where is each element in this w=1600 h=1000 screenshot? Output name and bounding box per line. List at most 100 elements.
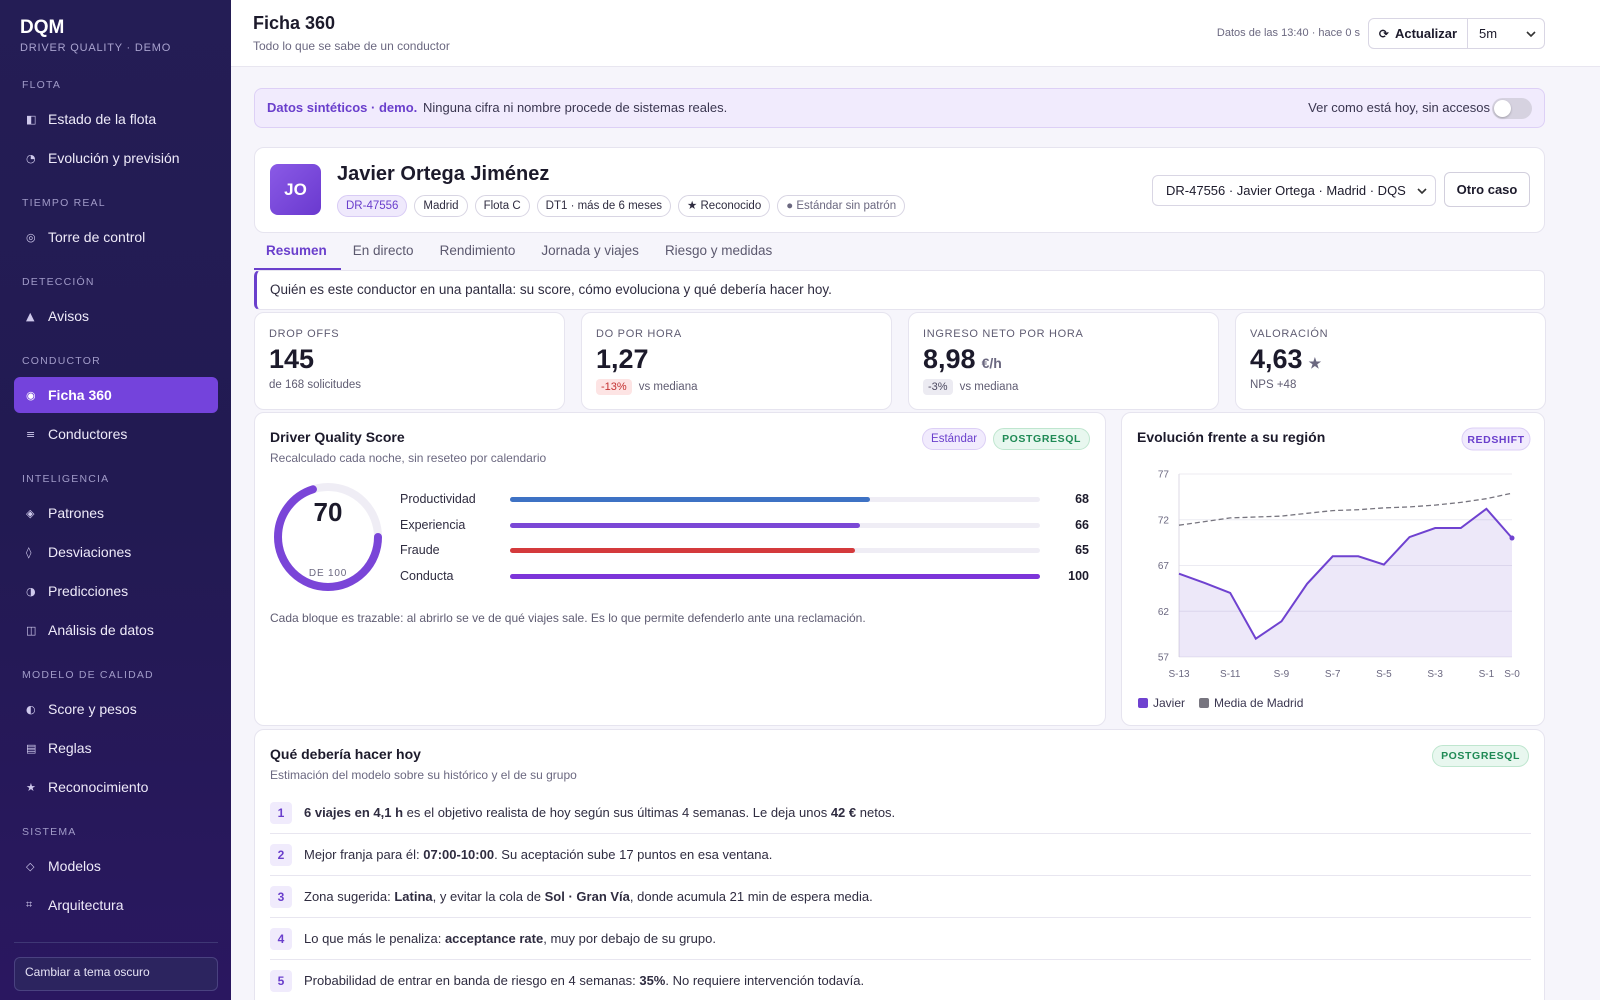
nav-item[interactable]: ◑ Predicciones — [14, 573, 218, 609]
topbar: Ficha 360 Todo lo que se sabe de un cond… — [231, 0, 1600, 67]
recommendation: 5 Probabilidad de entrar en banda de ries… — [270, 960, 1531, 1000]
nav-item[interactable]: ◈ Patrones — [14, 495, 218, 531]
chevron — [1417, 187, 1427, 194]
driver-select[interactable]: DR-47556 · Javier Ortega · Madrid · DQS — [1152, 175, 1436, 206]
legend-swatch — [1199, 698, 1210, 708]
text: . Su aceptación sube 17 puntos en esa ve… — [494, 847, 773, 862]
nav-item[interactable]: ★ Reconocimiento — [14, 769, 218, 805]
nav-label: Arquitectura — [48, 897, 124, 913]
nav-item[interactable]: ◊ Desviaciones — [14, 534, 218, 570]
nav-item[interactable]: ◧ Estado de la flota — [14, 101, 218, 137]
evolution-card: Evolución frente a su región REDSHIFT 57 62… — [1121, 412, 1545, 726]
nav-item[interactable]: ▲ Avisos — [14, 298, 218, 334]
kpi-label: DROP OFFS — [269, 328, 340, 340]
y-tick-label: 72 — [1158, 515, 1170, 526]
bar-label: Fraude — [400, 543, 440, 557]
nav-section-title: TIEMPO REAL — [22, 197, 106, 209]
kpi-note-row: NPS +48 — [1250, 379, 1296, 391]
card-subtitle: Recalculado cada noche, sin reseteo por … — [270, 451, 547, 465]
recommendation-number: 5 — [270, 969, 292, 992]
emphasis: acceptance rate — [444, 931, 544, 946]
recommendation-text: Mejor franja para él: 07:00-10:00. Su ac… — [304, 847, 772, 862]
theme-button[interactable]: Cambiar a tema oscuro — [14, 957, 218, 991]
driver-name: Javier Ortega Jiménez — [337, 163, 550, 185]
footnote: Cada bloque es trazable: al abrirlo se v… — [270, 611, 866, 625]
tab[interactable]: Jornada y viajes — [541, 243, 639, 258]
nav-icon: ◫ — [26, 623, 37, 637]
kpi-delta: -13% — [596, 379, 632, 395]
divider — [14, 942, 218, 943]
tag: Flota C — [474, 195, 530, 217]
tag: DR-47556 — [337, 195, 408, 217]
nav-item[interactable]: ◉ Ficha 360 — [14, 377, 218, 413]
gauge-max: DE 100 — [309, 568, 347, 579]
recommendation-number: 2 — [270, 843, 292, 866]
nav-item[interactable]: ▤ Reglas — [14, 730, 218, 766]
recommendation-number: 3 — [270, 885, 292, 908]
kpi-label: DO POR HORA — [596, 328, 682, 340]
nav-item[interactable]: ◐ Score y pesos — [14, 691, 218, 727]
nav-item[interactable]: ◇ Modelos — [14, 848, 218, 884]
interval-select[interactable]: 5m — [1468, 19, 1544, 48]
avatar: JO — [270, 164, 321, 215]
banner-text: Ninguna cifra ni nombre procede de siste… — [423, 100, 728, 115]
nav-item[interactable]: ◎ Torre de control — [14, 219, 218, 255]
recommendation: 1 6 viajes en 4,1 h es el objetivo realis… — [270, 792, 1531, 834]
kpi-note: de 168 solicitudes — [269, 379, 362, 391]
kpi-label: VALORACIÓN — [1250, 328, 1329, 340]
badge: POSTGRESQL — [1432, 745, 1529, 767]
badge-text: REDSHIFT — [1467, 434, 1524, 446]
bar — [510, 573, 1040, 579]
nav-item[interactable]: ≡ Conductores — [14, 416, 218, 452]
text: , y evitar la cola de — [432, 889, 545, 904]
x-tick-label: S-11 — [1220, 669, 1241, 680]
tab[interactable]: Rendimiento — [439, 243, 516, 258]
y-tick-label: 57 — [1158, 653, 1170, 664]
text: , muy por debajo de su grupo. — [543, 931, 716, 946]
kpi-delta: -3% — [923, 379, 953, 395]
toggle-label: Ver como está hoy, sin accesos — [1308, 100, 1490, 115]
recommendation-text: Probabilidad de entrar en banda de riesg… — [304, 973, 864, 988]
recommendation-text: 6 viajes en 4,1 h es el objetivo realist… — [304, 805, 895, 820]
legend-label: Javier — [1153, 696, 1185, 710]
demo-banner: Datos sintéticos · demo. Ninguna cifra n… — [254, 88, 1545, 128]
driver-card: JO Javier Ortega Jiménez DR-47556 Madrid F… — [254, 147, 1545, 233]
nav-icon: ◑ — [26, 584, 36, 598]
emphasis: Latina — [394, 889, 433, 904]
other-case-button[interactable]: Otro caso — [1444, 172, 1530, 207]
nav-label: Score y pesos — [48, 701, 137, 717]
refresh-label: Actualizar — [1394, 26, 1458, 41]
line — [1178, 492, 1513, 526]
nav-item[interactable]: ◔ Evolución y previsión — [14, 140, 218, 176]
kpi-value: 4,63 — [1250, 344, 1303, 374]
nav-icon: ◧ — [26, 112, 37, 126]
tag: Madrid — [414, 195, 468, 217]
nav-icon: ≡ — [26, 427, 36, 441]
refresh-button[interactable]: ⟳ Actualizar — [1369, 19, 1468, 48]
card-title: Qué debería hacer hoy — [270, 746, 421, 762]
brand: DQM — [20, 17, 65, 38]
tab[interactable]: Riesgo y medidas — [664, 243, 773, 258]
bar-track — [510, 548, 1040, 553]
tag: ★ Reconocido — [677, 195, 771, 217]
refresh-icon: ⟳ — [1378, 26, 1389, 41]
kpi-note-row: de 168 solicitudes — [269, 379, 361, 391]
nav-item[interactable]: ◫ Análisis de datos — [14, 612, 218, 648]
badge: Estándar — [922, 428, 987, 450]
nav-item[interactable]: ⌗ Arquitectura — [14, 887, 218, 923]
tab[interactable]: En directo — [352, 243, 414, 258]
nav-label: Evolución y previsión — [48, 150, 180, 166]
emphasis: 42 € — [830, 805, 857, 820]
bar-track — [510, 522, 1040, 528]
badges: POSTGRESQL — [1432, 745, 1529, 767]
line-chart: Evolución frente a su región REDSHIFT 57 62… — [1137, 427, 1531, 710]
nav-label: Predicciones — [48, 583, 129, 599]
tab[interactable]: Resumen — [254, 239, 341, 270]
nav-icon: ▲ — [26, 309, 35, 323]
toggle[interactable] — [1492, 98, 1532, 119]
nav: FLOTA ◧ Estado de la flota ◔ Evolución y pre… — [14, 75, 218, 926]
tags: DR-47556 Madrid Flota C DT1 · más de 6 mese… — [337, 195, 906, 217]
gauge-value: 70 — [314, 497, 343, 527]
emphasis: 07:00-10:00 — [423, 847, 495, 862]
